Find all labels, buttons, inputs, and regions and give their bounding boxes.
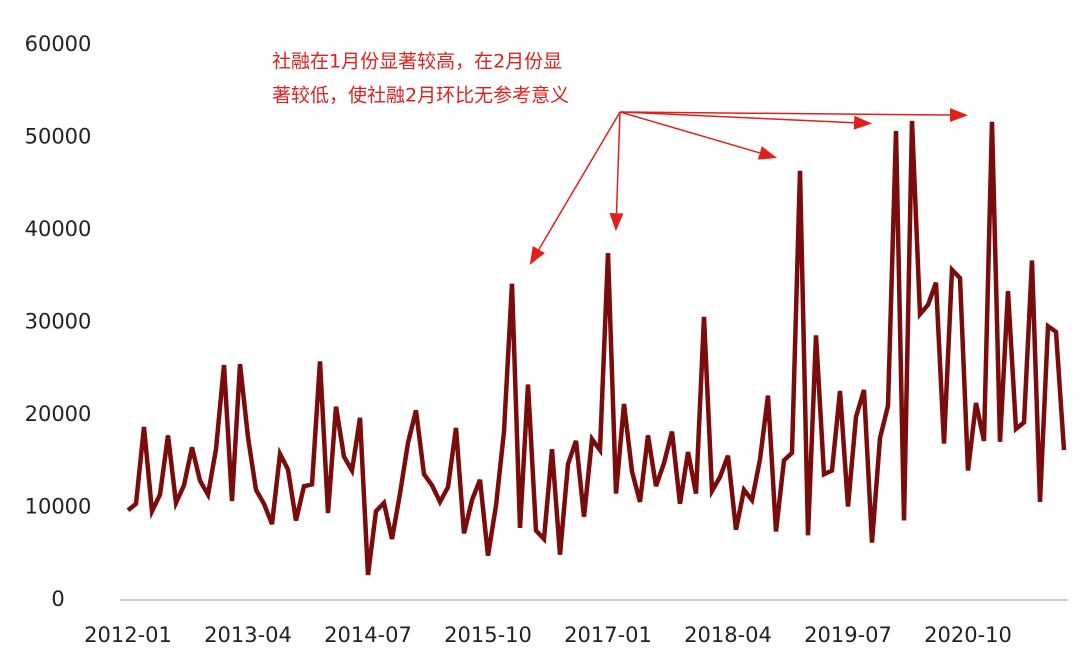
- x-tick-label: 2017-01: [564, 623, 652, 647]
- y-tick-label: 40000: [25, 217, 92, 241]
- x-tick-label: 2015-10: [444, 623, 532, 647]
- annotation-arrow: [615, 111, 621, 214]
- annotation-arrowhead: [609, 212, 624, 232]
- y-tick-label: 60000: [25, 32, 92, 56]
- x-tick-label: 2019-07: [804, 623, 892, 647]
- x-tick-label: 2012-01: [84, 623, 172, 647]
- x-tick-label: 2020-10: [924, 623, 1012, 647]
- y-tick-label: 0: [51, 587, 64, 611]
- annotation-arrow: [619, 111, 761, 154]
- y-tick-label: 10000: [25, 495, 92, 519]
- annotation-arrow: [619, 111, 855, 124]
- x-tick-label: 2014-07: [324, 623, 412, 647]
- annotation-line: 社融在1月份显著较高，在2月份显: [272, 51, 562, 73]
- annotation-line: 著较低，使社融2月环比无参考意义: [272, 85, 569, 107]
- annotation-arrowhead: [949, 108, 969, 123]
- x-tick-label: 2013-04: [204, 623, 292, 647]
- y-tick-label: 50000: [25, 125, 92, 149]
- annotation-arrow: [619, 111, 951, 116]
- data-line: [126, 120, 1067, 576]
- x-tick-label: 2018-04: [684, 623, 772, 647]
- annotation-arrowhead: [757, 146, 778, 160]
- y-tick-label: 30000: [25, 310, 92, 334]
- annotation-arrowhead: [529, 245, 545, 266]
- y-tick-label: 20000: [25, 402, 92, 426]
- annotation-arrow: [538, 111, 621, 250]
- annotation-arrowhead: [853, 115, 873, 130]
